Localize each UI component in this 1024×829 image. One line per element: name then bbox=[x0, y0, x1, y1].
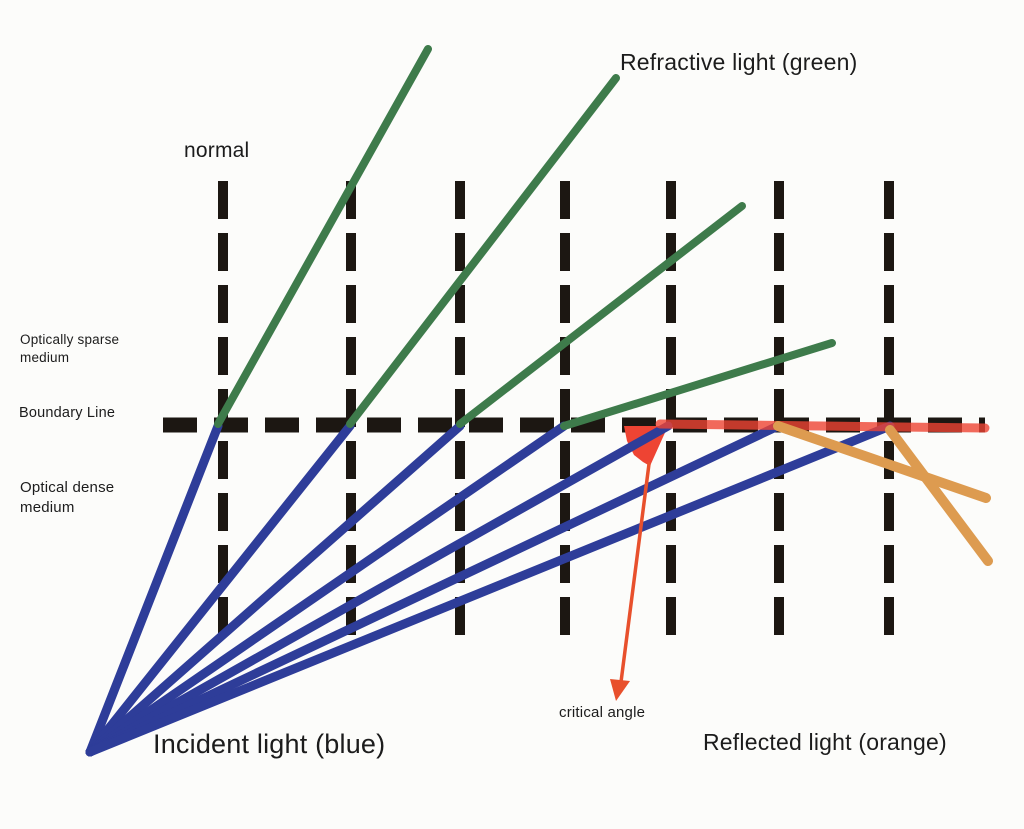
optically-sparse-line2: medium bbox=[20, 350, 70, 365]
optically-sparse-medium-label: Optically sparse medium bbox=[20, 331, 119, 367]
critical-angle-arrow bbox=[610, 462, 651, 701]
optical-dense-medium-label: Optical dense medium bbox=[20, 478, 114, 518]
boundary-line-label: Boundary Line bbox=[19, 405, 116, 421]
normal-label: normal bbox=[184, 139, 250, 162]
refractive-light-label: Refractive light (green) bbox=[620, 49, 858, 75]
incident-light-label: Incident light (blue) bbox=[153, 729, 386, 759]
reflected-light-label: Reflected light (orange) bbox=[703, 729, 947, 755]
optical-dense-line1: Optical dense bbox=[20, 479, 115, 496]
critical-refracted-ray bbox=[655, 419, 990, 433]
incident-rays-group bbox=[85, 421, 895, 757]
refractive-rays-group bbox=[214, 45, 836, 430]
normal-dashed-lines bbox=[218, 181, 894, 646]
optically-sparse-line1: Optically sparse bbox=[20, 332, 120, 347]
optical-dense-line2: medium bbox=[20, 499, 75, 516]
reflected-rays-group bbox=[773, 421, 993, 566]
critical-angle-label: critical angle bbox=[559, 704, 646, 721]
